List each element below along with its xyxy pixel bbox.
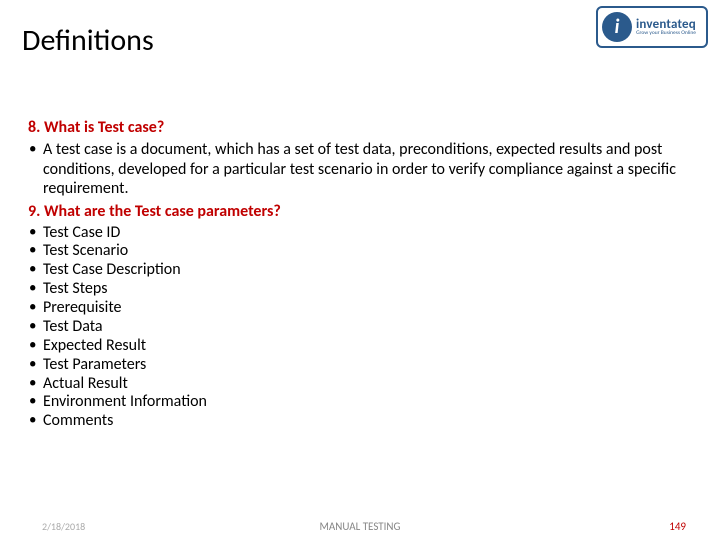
list-item: • Test Case ID xyxy=(28,224,700,243)
list-item: • Test Case Description xyxy=(28,261,700,280)
brand-logo-text: inventateq Grow your Business Online xyxy=(636,18,696,37)
list-item-text: Environment Information xyxy=(43,393,700,412)
footer-center: MANUAL TESTING xyxy=(320,520,401,533)
question-8-text: A test case is a document, which has a s… xyxy=(43,140,700,199)
list-item: • Test Steps xyxy=(28,280,700,299)
list-item-text: Test Steps xyxy=(43,280,700,299)
bullet-icon: • xyxy=(28,280,43,298)
content-area: 8. What is Test case? • A test case is a… xyxy=(28,118,700,431)
list-item: • Actual Result xyxy=(28,375,700,394)
list-item: • Comments xyxy=(28,412,700,431)
bullet-icon: • xyxy=(28,299,43,317)
list-item: • Expected Result xyxy=(28,337,700,356)
list-item: • Test Data xyxy=(28,318,700,337)
brand-logo-main: inventateq xyxy=(636,18,696,31)
list-item-text: Test Scenario xyxy=(43,242,700,261)
list-item-text: Actual Result xyxy=(43,375,700,394)
list-item-text: Test Case ID xyxy=(43,224,700,243)
bullet-icon: • xyxy=(28,318,43,336)
bullet-icon: • xyxy=(28,337,43,355)
list-item-text: Prerequisite xyxy=(43,299,700,318)
bullet-icon: • xyxy=(28,412,43,430)
question-8-heading: 8. What is Test case? xyxy=(28,118,700,138)
bullet-icon: • xyxy=(28,242,43,260)
list-item: • Environment Information xyxy=(28,393,700,412)
list-item-text: Test Case Description xyxy=(43,261,700,280)
brand-logo-icon: i xyxy=(602,12,632,42)
list-item: • Test Parameters xyxy=(28,356,700,375)
list-item-text: Test Data xyxy=(43,318,700,337)
brand-logo-sub: Grow your Business Online xyxy=(636,31,696,37)
slide: Definitions i inventateq Grow your Busin… xyxy=(0,0,720,540)
bullet-icon: • xyxy=(28,356,43,374)
brand-logo: i inventateq Grow your Business Online xyxy=(596,6,708,48)
list-item: • Test Scenario xyxy=(28,242,700,261)
bullet-icon: • xyxy=(28,224,43,242)
list-item-text: Test Parameters xyxy=(43,356,700,375)
slide-number: 149 xyxy=(669,520,686,533)
list-item: • Prerequisite xyxy=(28,299,700,318)
list-item-text: Comments xyxy=(43,412,700,431)
bullet-icon: • xyxy=(28,393,43,411)
question-8-bullet: • A test case is a document, which has a… xyxy=(28,140,700,199)
question-9-heading: 9. What are the Test case parameters? xyxy=(28,202,700,222)
bullet-icon: • xyxy=(28,140,43,158)
list-item-text: Expected Result xyxy=(43,337,700,356)
footer-date: 2/18/2018 xyxy=(42,520,85,533)
bullet-icon: • xyxy=(28,375,43,393)
bullet-icon: • xyxy=(28,261,43,279)
slide-title: Definitions xyxy=(22,22,154,59)
